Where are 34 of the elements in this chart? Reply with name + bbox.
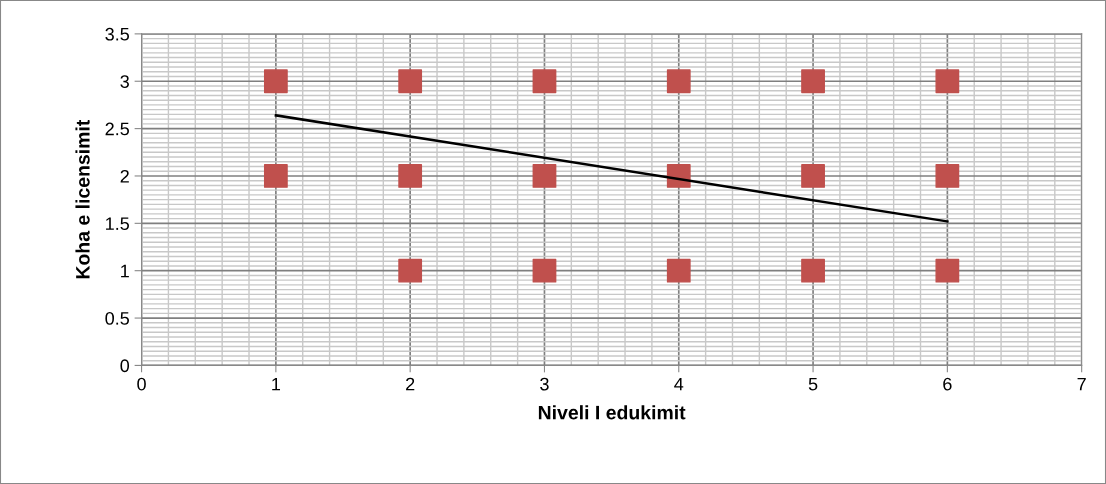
- point: [263, 164, 288, 188]
- point: [801, 69, 825, 94]
- x-tick-label: 7: [1077, 377, 1086, 391]
- y-tick-label: 0: [120, 359, 130, 373]
- point: [398, 164, 423, 188]
- point: [666, 69, 691, 94]
- point: [532, 164, 557, 188]
- point: [935, 258, 960, 283]
- point: [801, 258, 825, 283]
- point: [935, 164, 960, 188]
- point: [801, 164, 825, 188]
- x-tick-label: 3: [540, 377, 549, 391]
- point: [263, 69, 288, 94]
- y-tick-label: 2: [120, 169, 129, 183]
- x-tick-label: 4: [674, 377, 684, 391]
- y-tick-label: 0.5: [105, 311, 130, 325]
- point: [532, 69, 557, 94]
- y-tick-label: 1.5: [106, 217, 130, 231]
- x-tick-label: 5: [808, 377, 818, 391]
- y-tick-label: 2.5: [105, 122, 130, 136]
- point: [532, 258, 557, 283]
- point: [398, 258, 423, 283]
- point: [666, 258, 691, 283]
- y-axis-title: Koha e licensimit: [75, 119, 90, 279]
- y-tick-label: 3: [120, 75, 129, 88]
- x-tick-label: 1: [272, 377, 281, 391]
- x-tick-label: 2: [406, 377, 415, 391]
- x-tick-label: 6: [943, 377, 952, 391]
- x-axis-title: Niveli I edukimit: [538, 405, 686, 420]
- x-tick-label: 0: [137, 377, 146, 391]
- point: [935, 69, 960, 94]
- y-tick-label: 3.5: [105, 27, 130, 41]
- y-tick-label: 1: [121, 264, 129, 278]
- point: [398, 69, 423, 94]
